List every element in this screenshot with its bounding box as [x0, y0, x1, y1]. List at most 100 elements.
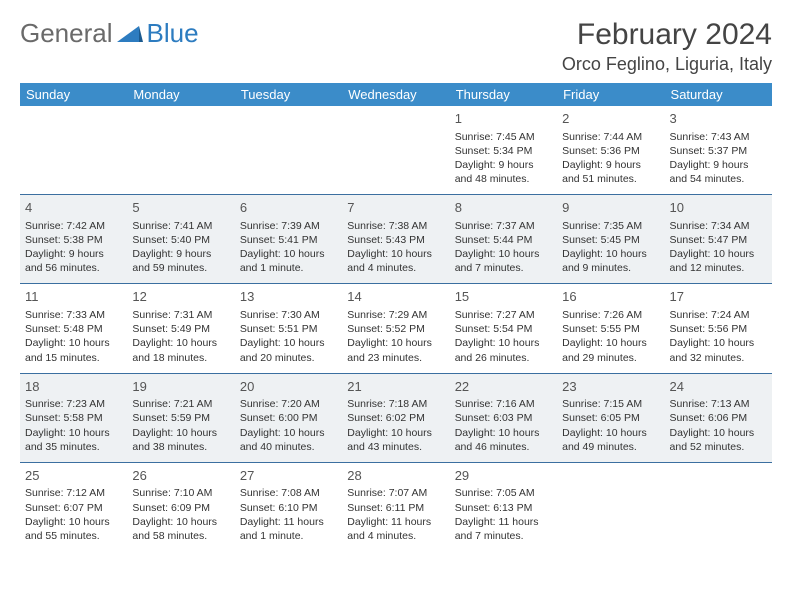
day-number: 28 [347, 467, 444, 485]
calendar-day: 8Sunrise: 7:37 AMSunset: 5:44 PMDaylight… [450, 195, 557, 284]
day-d2: and 7 minutes. [455, 529, 552, 543]
day-number: 4 [25, 199, 122, 217]
calendar-body: 1Sunrise: 7:45 AMSunset: 5:34 PMDaylight… [20, 106, 772, 551]
calendar-day-empty [235, 106, 342, 195]
day-sr: Sunrise: 7:21 AM [132, 397, 229, 411]
logo-text-1: General [20, 18, 113, 49]
day-number: 11 [25, 288, 122, 306]
day-d2: and 43 minutes. [347, 440, 444, 454]
day-ss: Sunset: 6:06 PM [670, 411, 767, 425]
calendar-table: SundayMondayTuesdayWednesdayThursdayFrid… [20, 83, 772, 551]
day-number: 3 [670, 110, 767, 128]
day-d2: and 51 minutes. [562, 172, 659, 186]
day-d2: and 20 minutes. [240, 351, 337, 365]
day-number: 20 [240, 378, 337, 396]
day-ss: Sunset: 6:00 PM [240, 411, 337, 425]
day-sr: Sunrise: 7:23 AM [25, 397, 122, 411]
day-d1: Daylight: 10 hours [25, 426, 122, 440]
day-number: 17 [670, 288, 767, 306]
day-sr: Sunrise: 7:26 AM [562, 308, 659, 322]
calendar-day-empty [665, 462, 772, 551]
day-number: 12 [132, 288, 229, 306]
day-d1: Daylight: 9 hours [670, 158, 767, 172]
calendar-day-empty [557, 462, 664, 551]
day-sr: Sunrise: 7:15 AM [562, 397, 659, 411]
day-sr: Sunrise: 7:44 AM [562, 130, 659, 144]
calendar-day: 13Sunrise: 7:30 AMSunset: 5:51 PMDayligh… [235, 284, 342, 373]
day-sr: Sunrise: 7:20 AM [240, 397, 337, 411]
day-ss: Sunset: 6:07 PM [25, 501, 122, 515]
calendar-day: 15Sunrise: 7:27 AMSunset: 5:54 PMDayligh… [450, 284, 557, 373]
day-ss: Sunset: 6:13 PM [455, 501, 552, 515]
location-subtitle: Orco Feglino, Liguria, Italy [562, 54, 772, 75]
calendar-day: 6Sunrise: 7:39 AMSunset: 5:41 PMDaylight… [235, 195, 342, 284]
logo-triangle-icon [117, 24, 143, 44]
day-ss: Sunset: 5:43 PM [347, 233, 444, 247]
day-ss: Sunset: 6:05 PM [562, 411, 659, 425]
calendar-day: 2Sunrise: 7:44 AMSunset: 5:36 PMDaylight… [557, 106, 664, 195]
dayname-header: Saturday [665, 83, 772, 106]
calendar-day: 5Sunrise: 7:41 AMSunset: 5:40 PMDaylight… [127, 195, 234, 284]
day-sr: Sunrise: 7:31 AM [132, 308, 229, 322]
month-title: February 2024 [562, 18, 772, 52]
calendar-day: 29Sunrise: 7:05 AMSunset: 6:13 PMDayligh… [450, 462, 557, 551]
day-d1: Daylight: 10 hours [562, 426, 659, 440]
calendar-day: 9Sunrise: 7:35 AMSunset: 5:45 PMDaylight… [557, 195, 664, 284]
calendar-day: 11Sunrise: 7:33 AMSunset: 5:48 PMDayligh… [20, 284, 127, 373]
calendar-week: 1Sunrise: 7:45 AMSunset: 5:34 PMDaylight… [20, 106, 772, 195]
calendar-day: 18Sunrise: 7:23 AMSunset: 5:58 PMDayligh… [20, 373, 127, 462]
day-ss: Sunset: 5:48 PM [25, 322, 122, 336]
day-sr: Sunrise: 7:41 AM [132, 219, 229, 233]
calendar-day: 14Sunrise: 7:29 AMSunset: 5:52 PMDayligh… [342, 284, 449, 373]
day-number: 7 [347, 199, 444, 217]
day-sr: Sunrise: 7:13 AM [670, 397, 767, 411]
day-number: 27 [240, 467, 337, 485]
day-number: 14 [347, 288, 444, 306]
day-sr: Sunrise: 7:35 AM [562, 219, 659, 233]
calendar-day: 17Sunrise: 7:24 AMSunset: 5:56 PMDayligh… [665, 284, 772, 373]
day-ss: Sunset: 6:03 PM [455, 411, 552, 425]
day-d2: and 49 minutes. [562, 440, 659, 454]
calendar-day-empty [342, 106, 449, 195]
day-number: 16 [562, 288, 659, 306]
calendar-day: 3Sunrise: 7:43 AMSunset: 5:37 PMDaylight… [665, 106, 772, 195]
day-d2: and 23 minutes. [347, 351, 444, 365]
day-ss: Sunset: 6:02 PM [347, 411, 444, 425]
calendar-day: 28Sunrise: 7:07 AMSunset: 6:11 PMDayligh… [342, 462, 449, 551]
day-d1: Daylight: 11 hours [240, 515, 337, 529]
day-sr: Sunrise: 7:07 AM [347, 486, 444, 500]
day-d1: Daylight: 11 hours [347, 515, 444, 529]
calendar-day-empty [127, 106, 234, 195]
day-number: 5 [132, 199, 229, 217]
day-ss: Sunset: 5:56 PM [670, 322, 767, 336]
calendar-day: 23Sunrise: 7:15 AMSunset: 6:05 PMDayligh… [557, 373, 664, 462]
day-d1: Daylight: 10 hours [670, 426, 767, 440]
calendar-day: 26Sunrise: 7:10 AMSunset: 6:09 PMDayligh… [127, 462, 234, 551]
day-d2: and 52 minutes. [670, 440, 767, 454]
day-number: 13 [240, 288, 337, 306]
day-number: 19 [132, 378, 229, 396]
dayname-header: Tuesday [235, 83, 342, 106]
day-number: 22 [455, 378, 552, 396]
day-ss: Sunset: 5:58 PM [25, 411, 122, 425]
day-d1: Daylight: 10 hours [562, 247, 659, 261]
day-d2: and 29 minutes. [562, 351, 659, 365]
day-d2: and 4 minutes. [347, 529, 444, 543]
dayname-header: Friday [557, 83, 664, 106]
day-ss: Sunset: 5:38 PM [25, 233, 122, 247]
day-d2: and 59 minutes. [132, 261, 229, 275]
day-sr: Sunrise: 7:34 AM [670, 219, 767, 233]
day-d2: and 46 minutes. [455, 440, 552, 454]
calendar-week: 4Sunrise: 7:42 AMSunset: 5:38 PMDaylight… [20, 195, 772, 284]
day-ss: Sunset: 5:36 PM [562, 144, 659, 158]
day-ss: Sunset: 5:45 PM [562, 233, 659, 247]
day-sr: Sunrise: 7:33 AM [25, 308, 122, 322]
dayname-header: Thursday [450, 83, 557, 106]
day-ss: Sunset: 6:10 PM [240, 501, 337, 515]
day-number: 10 [670, 199, 767, 217]
day-d1: Daylight: 10 hours [455, 247, 552, 261]
logo-text-2: Blue [147, 18, 199, 49]
calendar-day: 24Sunrise: 7:13 AMSunset: 6:06 PMDayligh… [665, 373, 772, 462]
day-number: 26 [132, 467, 229, 485]
day-d2: and 54 minutes. [670, 172, 767, 186]
